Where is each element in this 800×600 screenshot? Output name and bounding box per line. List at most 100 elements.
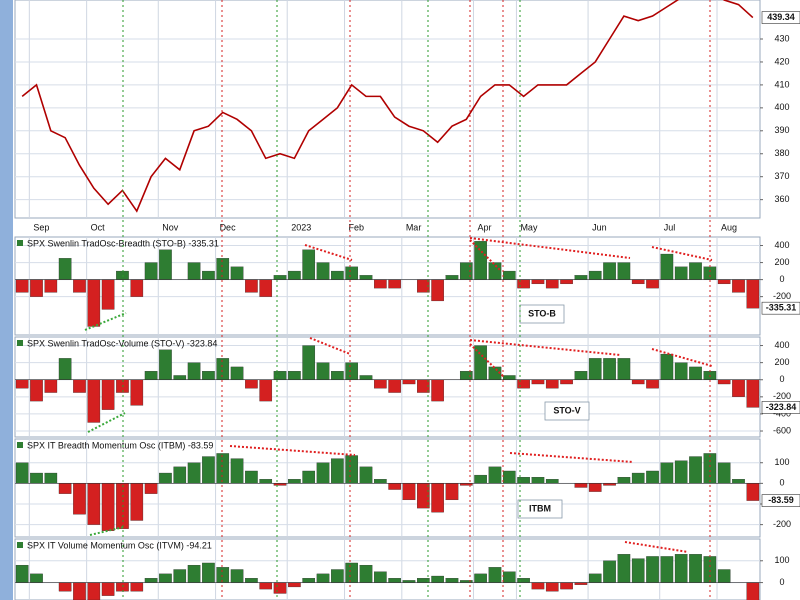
bar	[588, 483, 602, 492]
y-tick-label: -200	[773, 519, 791, 529]
bar	[374, 479, 387, 484]
bar	[331, 371, 344, 380]
bar	[717, 462, 731, 484]
bar	[15, 564, 29, 583]
trend-line	[309, 337, 351, 355]
x-tick-label: Nov	[162, 222, 179, 232]
y-tick-label: -200	[773, 291, 791, 301]
bar	[374, 279, 387, 289]
trend-line	[304, 244, 353, 261]
bar	[288, 479, 301, 484]
y-tick-label: 400	[774, 240, 789, 250]
bar	[631, 279, 645, 285]
bar	[574, 582, 588, 585]
trend-line	[229, 445, 356, 456]
bar	[474, 573, 487, 583]
bar	[316, 262, 330, 280]
trend-line	[89, 526, 125, 536]
bar	[30, 472, 43, 484]
bar	[345, 362, 358, 380]
trend-line	[84, 312, 127, 331]
bar	[144, 371, 158, 380]
bar	[631, 472, 645, 484]
bar	[631, 379, 645, 385]
bar	[746, 582, 760, 600]
bar	[187, 362, 201, 380]
bar	[560, 279, 573, 285]
x-tick-label: Jun	[592, 222, 607, 232]
y-tick-label: 0	[779, 274, 784, 284]
trend-line	[509, 452, 634, 463]
bar	[159, 249, 172, 280]
bar	[216, 258, 230, 280]
bar	[58, 582, 72, 592]
bar	[159, 573, 172, 583]
bar	[288, 371, 301, 380]
bar	[187, 564, 201, 583]
bar	[617, 262, 631, 280]
bar	[617, 358, 631, 380]
bar	[144, 262, 158, 280]
bar	[574, 483, 588, 488]
bar	[459, 580, 473, 583]
bar	[345, 562, 358, 583]
bar	[445, 275, 459, 280]
bar	[230, 569, 244, 583]
bar	[116, 483, 129, 529]
bar	[717, 569, 731, 583]
bar	[603, 560, 616, 583]
bar	[588, 573, 602, 583]
bar	[202, 270, 215, 280]
y-tick-label: -200	[773, 391, 791, 401]
bar	[58, 483, 72, 494]
bar	[245, 379, 258, 389]
y-tick-label: 200	[774, 257, 789, 267]
bar	[302, 470, 316, 484]
price-line	[21, 0, 754, 213]
bar	[73, 279, 86, 293]
bar	[73, 379, 86, 393]
x-tick-label: Mar	[406, 222, 422, 232]
bar	[116, 270, 129, 280]
bar	[15, 279, 29, 293]
bar	[202, 562, 215, 583]
bar	[359, 375, 373, 380]
y-tick-label: 360	[774, 194, 789, 204]
bar	[488, 262, 502, 280]
bar	[517, 477, 530, 484]
bar	[402, 379, 416, 385]
bar	[603, 262, 616, 280]
bar	[15, 379, 29, 389]
bar	[316, 573, 330, 583]
panel-title: SPX IT Breadth Momentum Osc (ITBM) -83.5…	[27, 440, 213, 450]
bar	[216, 567, 230, 583]
bar	[631, 558, 645, 583]
bar	[15, 462, 29, 484]
bar	[187, 262, 201, 280]
bar	[316, 462, 330, 484]
bar	[703, 453, 717, 484]
last-value-label: -323.84	[766, 402, 797, 412]
x-tick-label: Feb	[349, 222, 365, 232]
y-tick-label: 420	[774, 56, 789, 66]
bar	[431, 279, 444, 302]
title-icon	[17, 442, 23, 448]
bar	[345, 455, 358, 484]
y-tick-label: 200	[774, 357, 789, 367]
bar	[73, 582, 86, 600]
bar	[560, 379, 573, 385]
y-tick-label: 430	[774, 33, 789, 43]
bar	[245, 470, 258, 484]
y-tick-label: -600	[773, 425, 791, 435]
bar	[746, 279, 760, 309]
y-tick-label: 0	[779, 478, 784, 488]
last-value-box	[761, 494, 800, 507]
bar	[374, 379, 387, 389]
bar	[259, 279, 273, 297]
bar	[732, 279, 745, 293]
bar	[273, 371, 287, 380]
bar	[717, 379, 731, 385]
bar	[746, 379, 760, 408]
bar	[316, 362, 330, 380]
